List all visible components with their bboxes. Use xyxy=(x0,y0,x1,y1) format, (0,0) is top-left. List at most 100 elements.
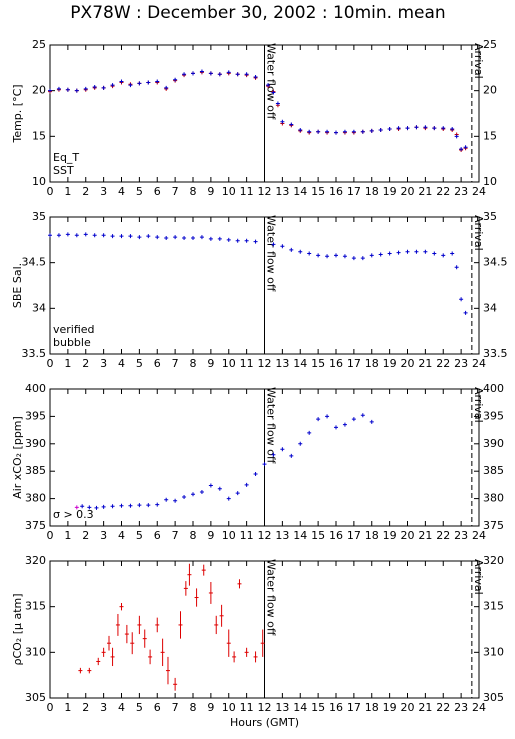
x-tick-label: 6 xyxy=(154,701,161,714)
x-tick-label: 14 xyxy=(293,185,307,198)
legend-entry: σ > 0.3 xyxy=(53,508,94,521)
x-tick-label: 7 xyxy=(172,701,179,714)
data-point xyxy=(450,251,455,256)
x-tick-label: 15 xyxy=(311,701,325,714)
x-tick-label: 17 xyxy=(347,357,361,370)
figure-title: PX78W : December 30, 2002 : 10min. mean xyxy=(70,3,445,23)
data-point xyxy=(463,145,468,150)
x-tick-label: 20 xyxy=(401,185,415,198)
x-tick-label: 12 xyxy=(258,701,272,714)
x-tick-label: 8 xyxy=(190,701,197,714)
x-tick-label: 20 xyxy=(401,701,415,714)
x-tick-label: 8 xyxy=(190,185,197,198)
legend-entry: Eq_T xyxy=(53,151,79,164)
x-tick-label: 7 xyxy=(172,357,179,370)
x-tick-label: 24 xyxy=(472,701,486,714)
y-axis-label: ρCO₂ [μ atm] xyxy=(11,593,24,665)
data-point xyxy=(137,503,142,508)
x-tick-label: 0 xyxy=(47,529,54,542)
data-point xyxy=(208,236,213,241)
x-tick-label: 2 xyxy=(82,357,89,370)
data-point xyxy=(56,86,61,91)
x-tick-label: 4 xyxy=(118,185,125,198)
data-point xyxy=(56,233,61,238)
x-tick-label: 21 xyxy=(418,357,432,370)
data-point xyxy=(360,256,365,261)
x-tick-label: 22 xyxy=(436,185,450,198)
data-point xyxy=(208,483,213,488)
data-point xyxy=(217,236,222,241)
data-point xyxy=(342,422,347,427)
y-tick-label: 34.5 xyxy=(22,256,47,269)
data-point xyxy=(342,129,347,134)
x-tick-label: 5 xyxy=(136,701,143,714)
y-tick-label: 375 xyxy=(25,519,46,532)
data-point xyxy=(182,494,187,499)
y-tick-label: 390 xyxy=(483,437,504,450)
data-point xyxy=(235,238,240,243)
data-point xyxy=(217,72,222,77)
x-tick-label: 24 xyxy=(472,529,486,542)
data-point xyxy=(298,249,303,254)
data-point xyxy=(155,235,160,240)
data-point xyxy=(191,71,195,76)
data-point xyxy=(280,447,285,452)
data-point xyxy=(298,441,303,446)
x-tick-label: 18 xyxy=(365,185,379,198)
y-tick-label: 34.5 xyxy=(483,256,508,269)
y-tick-label: 35 xyxy=(483,210,497,223)
x-tick-label: 9 xyxy=(207,357,214,370)
y-tick-label: 310 xyxy=(483,645,504,658)
data-point xyxy=(271,452,276,457)
data-point xyxy=(351,129,356,134)
annotation: Arrival xyxy=(472,559,485,595)
y-axis-label: SBE Sal. xyxy=(11,263,24,308)
annotation: Water flow off xyxy=(265,215,278,292)
data-point xyxy=(334,425,338,430)
y-tick-label: 25 xyxy=(483,38,497,51)
data-point xyxy=(334,253,338,258)
x-tick-label: 0 xyxy=(47,185,54,198)
y-tick-label: 20 xyxy=(483,84,497,97)
annotation: Arrival xyxy=(472,43,485,79)
x-tick-label: 6 xyxy=(154,185,161,198)
x-tick-label: 17 xyxy=(347,701,361,714)
x-tick-label: 4 xyxy=(118,357,125,370)
x-tick-label: 18 xyxy=(365,529,379,542)
data-point xyxy=(405,249,410,254)
data-point xyxy=(325,254,330,259)
x-tick-label: 23 xyxy=(454,357,468,370)
x-tick-label: 16 xyxy=(329,185,343,198)
annotation: Arrival xyxy=(472,387,485,423)
x-tick-label: 3 xyxy=(100,185,107,198)
x-tick-label: 24 xyxy=(472,357,486,370)
data-point xyxy=(208,71,213,76)
data-point xyxy=(280,119,285,124)
data-point xyxy=(316,253,321,258)
x-tick-label: 1 xyxy=(64,529,71,542)
x-tick-label: 13 xyxy=(275,185,289,198)
data-point xyxy=(253,239,258,244)
data-point xyxy=(110,504,115,509)
data-point xyxy=(432,251,437,256)
x-tick-label: 1 xyxy=(64,701,71,714)
x-tick-label: 4 xyxy=(118,529,125,542)
data-point xyxy=(92,233,97,238)
x-tick-label: 23 xyxy=(454,529,468,542)
data-point xyxy=(280,244,285,249)
data-point xyxy=(217,486,222,491)
data-point xyxy=(137,235,142,240)
data-point xyxy=(48,88,52,93)
x-tick-label: 22 xyxy=(436,357,450,370)
data-point xyxy=(128,234,133,239)
data-point xyxy=(351,256,356,261)
y-tick-label: 320 xyxy=(483,554,504,567)
y-tick-label: 15 xyxy=(483,129,497,142)
data-point xyxy=(244,238,249,243)
y-tick-label: 395 xyxy=(25,409,46,422)
y-tick-label: 25 xyxy=(32,38,46,51)
data-point xyxy=(74,505,79,510)
x-tick-label: 23 xyxy=(454,185,468,198)
x-tick-label: 9 xyxy=(207,185,214,198)
x-tick-label: 11 xyxy=(240,529,254,542)
